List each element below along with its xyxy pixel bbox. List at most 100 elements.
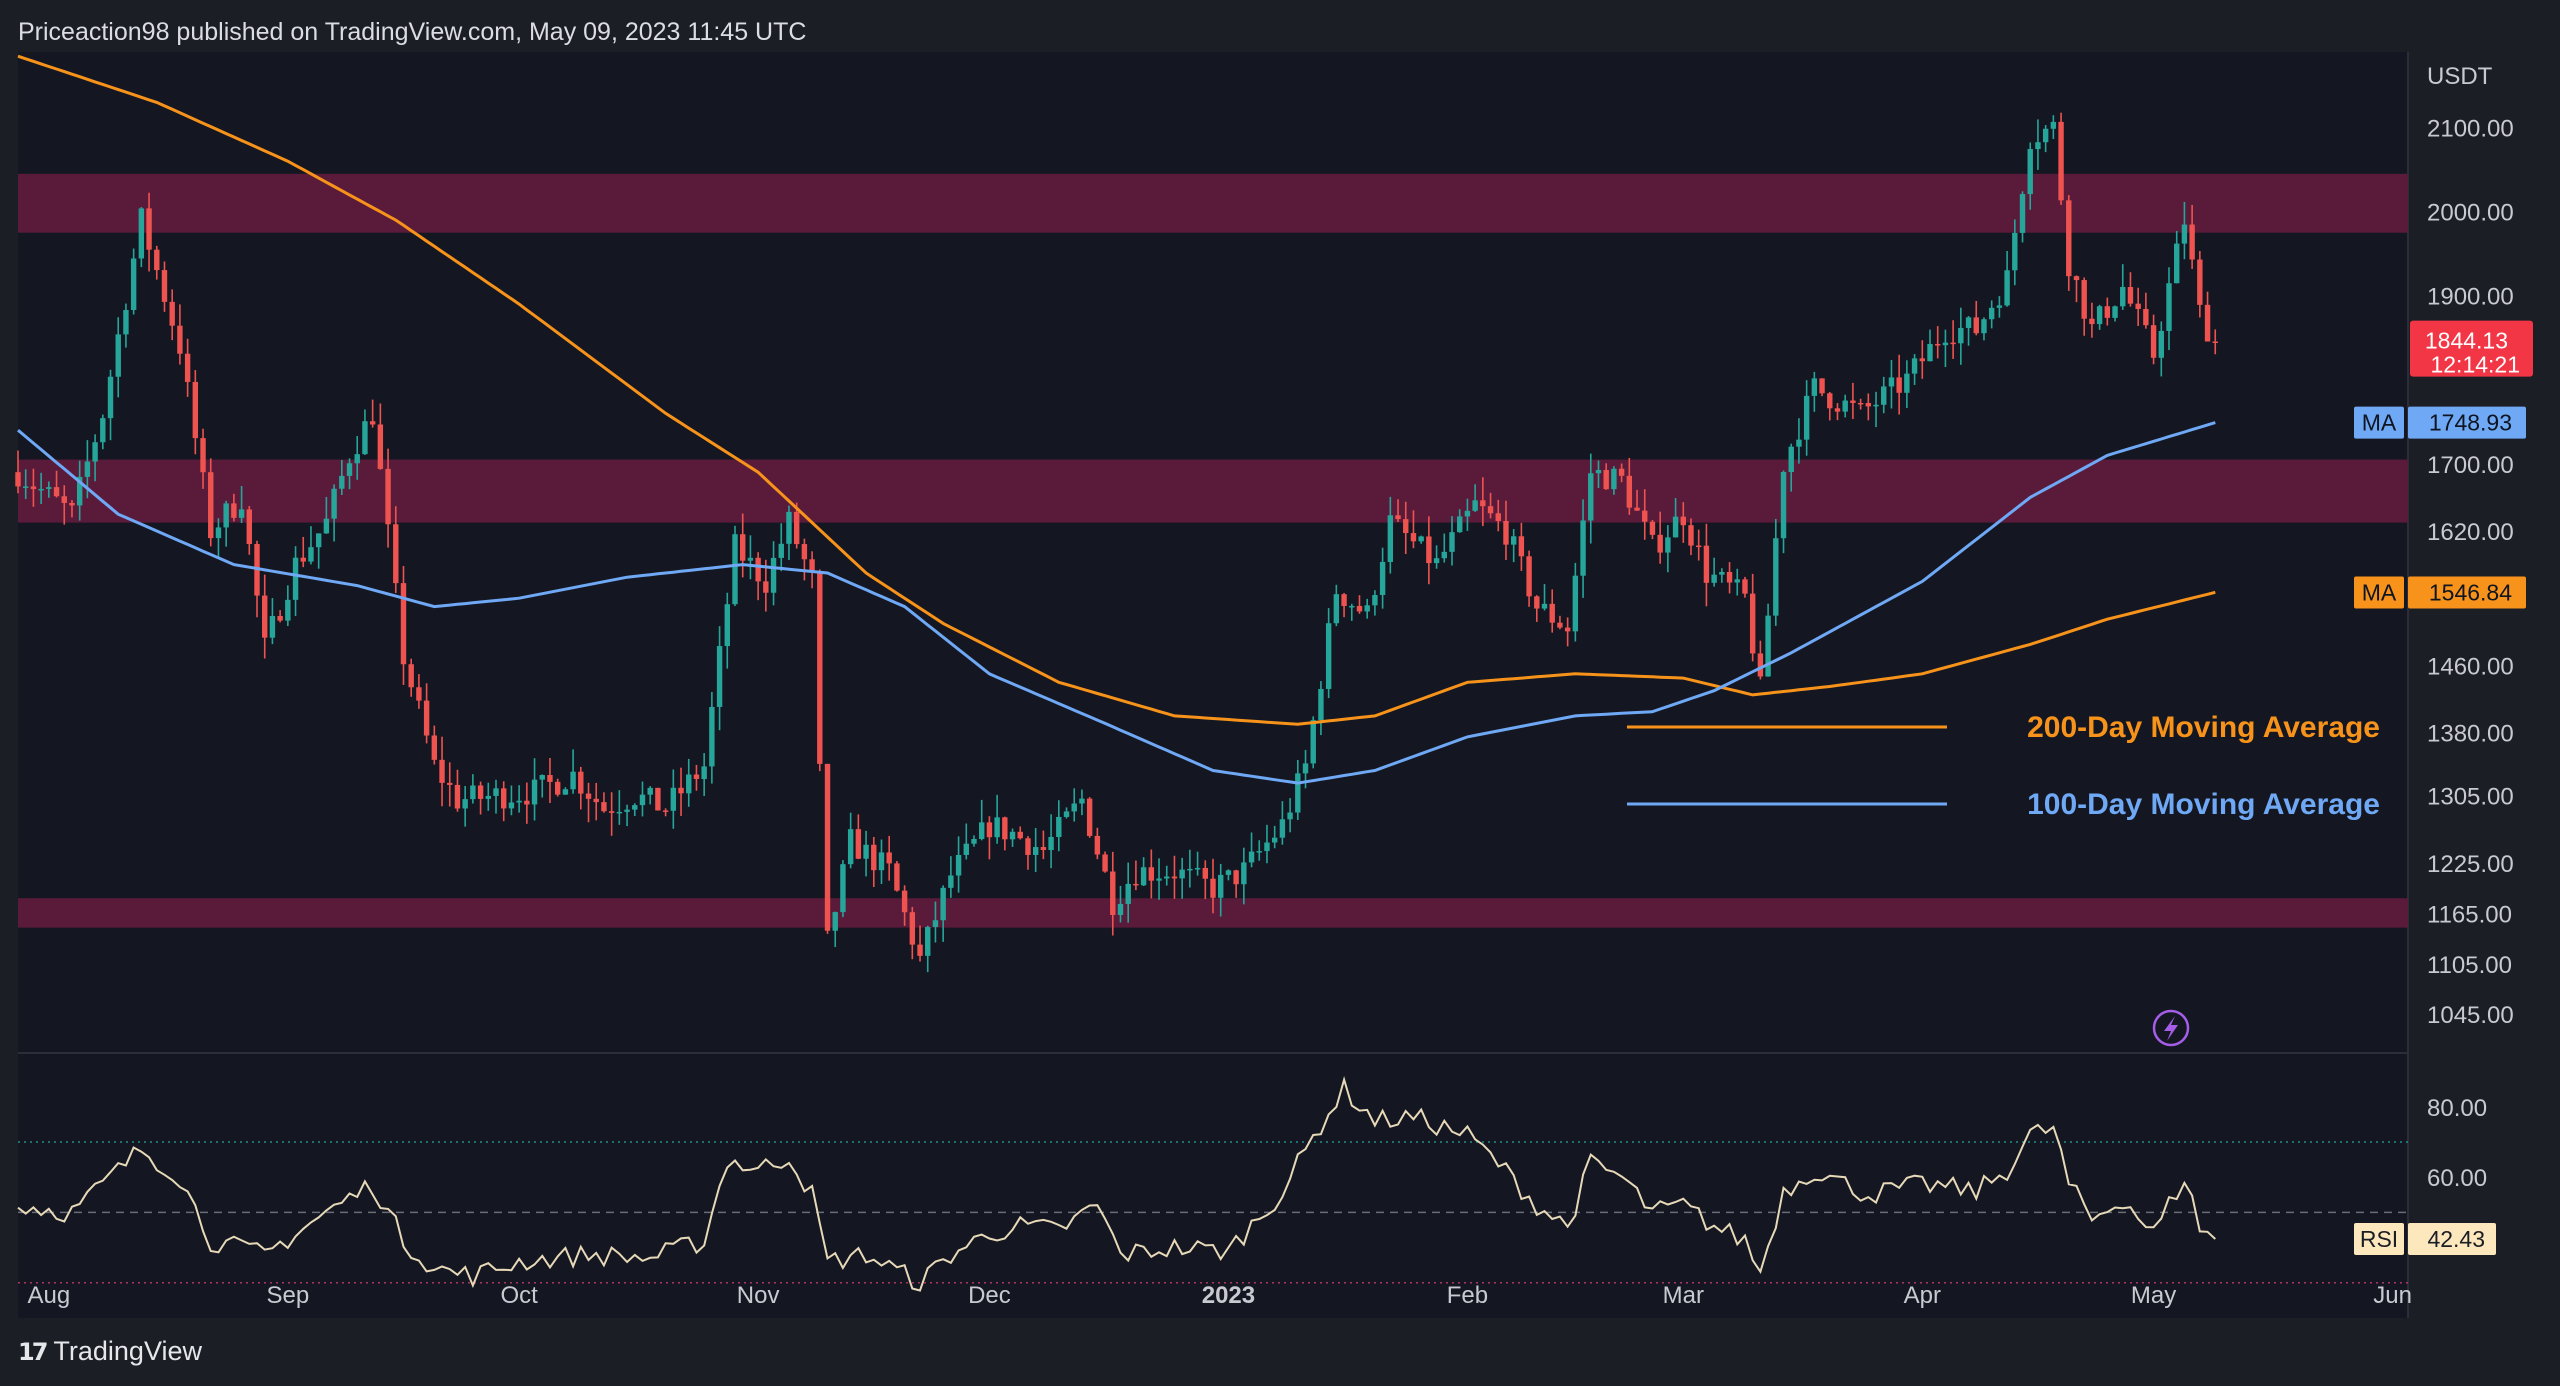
legend-label-1: 200-Day Moving Average [2027, 711, 2380, 744]
candle-146 [1140, 857, 1147, 887]
candle-42 [339, 459, 345, 496]
candle-41 [331, 484, 337, 542]
candle-163 [1271, 825, 1278, 849]
candle-188 [1464, 498, 1471, 531]
candle-73 [578, 766, 584, 810]
candle-246 [1911, 354, 1918, 385]
candle-121 [948, 856, 954, 898]
candle-278 [2158, 321, 2164, 377]
candle-54 [431, 725, 438, 765]
time-tick-7: Feb [1447, 1282, 1488, 1309]
candle-253 [1965, 316, 1972, 346]
candle-207 [1611, 466, 1617, 495]
candle-124 [971, 835, 977, 847]
candle-164 [1279, 801, 1286, 845]
candle-182 [1418, 535, 1424, 544]
ma-tag-label-box-2 [2354, 576, 2404, 609]
candle-176 [1372, 590, 1378, 616]
candle-206 [1603, 463, 1609, 490]
candle-99 [778, 523, 784, 572]
ma-tag-value-2: 1546.84 [2429, 579, 2512, 605]
candle-223 [1734, 568, 1740, 596]
candle-221 [1719, 568, 1725, 583]
candle-39 [315, 533, 322, 569]
candle-142 [1110, 851, 1116, 936]
candle-245 [1904, 360, 1910, 409]
candle-168 [1310, 716, 1316, 769]
rsi-tag-label-box [2354, 1223, 2404, 1256]
candle-96 [755, 552, 761, 601]
candle-236 [1834, 403, 1841, 421]
candle-171 [1333, 584, 1340, 627]
rsi-axis: 80.00 60.00 [2427, 1095, 2487, 1192]
candle-52 [416, 674, 422, 709]
candle-237 [1842, 394, 1848, 418]
candle-136 [1063, 807, 1070, 819]
candle-103 [809, 551, 815, 589]
price-chart[interactable]: 200-Day Moving Average 100-Day Moving Ave… [0, 0, 2560, 1320]
candle-154 [1202, 860, 1208, 900]
time-tick-11: Jun [2373, 1282, 2412, 1309]
candle-202 [1572, 562, 1579, 642]
candle-233 [1811, 371, 1818, 412]
candle-24 [200, 428, 206, 489]
candle-214 [1665, 525, 1671, 573]
candle-152 [1187, 849, 1193, 888]
candle-71 [562, 787, 569, 795]
candle-156 [1218, 863, 1224, 917]
price-tick-11: 1105.00 [2427, 952, 2512, 979]
candle-270 [2096, 304, 2103, 330]
price-axis: 2100.00 2000.00 1900.00 1700.00 1620.00 1460.… [2427, 116, 2514, 1030]
candle-76 [601, 792, 607, 813]
candle-248 [1927, 329, 1933, 362]
candle-53 [423, 683, 430, 744]
candle-74 [585, 782, 592, 823]
ma100-line [17, 421, 2216, 785]
candle-268 [2081, 277, 2087, 336]
rsi-guides [18, 1141, 2408, 1284]
candle-263 [2042, 125, 2049, 153]
candle-36 [292, 546, 299, 617]
candle-131 [1025, 836, 1031, 870]
candle-80 [632, 803, 638, 817]
candle-269 [2089, 302, 2095, 338]
candle-162 [1264, 824, 1270, 864]
candle-15 [130, 248, 137, 315]
candle-2 [30, 468, 37, 507]
candle-122 [955, 836, 962, 893]
ma-tag-value-box-1 [2408, 406, 2526, 439]
candle-98 [770, 541, 777, 606]
candle-57 [454, 769, 461, 812]
candle-84 [662, 808, 669, 817]
candle-219 [1703, 523, 1710, 607]
candle-40 [323, 496, 330, 534]
candle-256 [1988, 300, 1995, 329]
candle-37 [300, 536, 306, 568]
candle-178 [1387, 496, 1394, 574]
candle-82 [647, 786, 653, 805]
time-tick-1: Aug [27, 1282, 70, 1309]
ma-tag-label-box-1 [2354, 406, 2404, 439]
candle-77 [608, 792, 615, 836]
candle-273 [2120, 264, 2126, 310]
candle-21 [177, 304, 183, 365]
candle-260 [2019, 191, 2026, 243]
candle-46 [369, 399, 376, 428]
rsi-line [17, 1075, 2216, 1292]
candle-118 [925, 925, 931, 973]
candle-170 [1325, 608, 1332, 699]
candle-191 [1487, 492, 1494, 519]
candle-11 [100, 414, 106, 450]
candle-203 [1580, 499, 1586, 598]
candle-94 [740, 513, 746, 578]
price-tick-10: 1165.00 [2427, 901, 2512, 928]
candle-7 [69, 500, 75, 518]
candle-6 [61, 485, 67, 525]
candle-138 [1079, 789, 1085, 816]
candle-283 [2197, 251, 2203, 318]
candle-68 [539, 774, 545, 798]
candle-190 [1480, 477, 1486, 527]
candle-61 [485, 782, 491, 811]
lightning-bolt-icon[interactable] [2152, 1009, 2190, 1047]
candle-114 [894, 861, 900, 892]
